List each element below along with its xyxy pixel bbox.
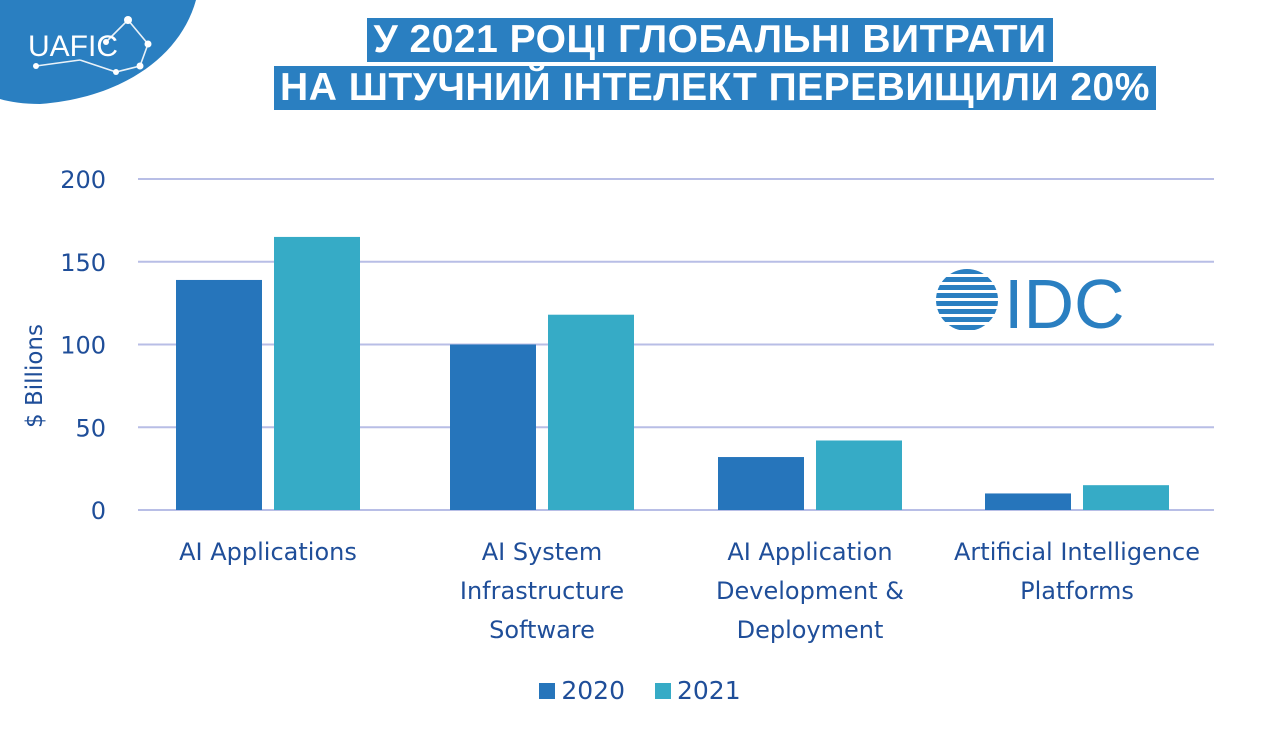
logo-text: UAFIC xyxy=(28,30,118,63)
bar-2021-2 xyxy=(816,440,902,510)
idc-logo: IDC xyxy=(934,265,1154,343)
bar-2021-0 xyxy=(274,236,360,511)
y-tick-label: 150 xyxy=(60,249,106,277)
idc-logo-text: IDC xyxy=(1004,266,1125,336)
legend-item-2021: 2021 xyxy=(655,676,741,705)
uafic-logo: UAFIC xyxy=(0,0,200,110)
bar-2021-3 xyxy=(1083,485,1169,510)
y-axis-label: $ Billions xyxy=(22,324,48,428)
headline: У 2021 РОЦІ ГЛОБАЛЬНІ ВИТРАТИ НА ШТУЧНИЙ… xyxy=(0,18,1280,110)
headline-line-2: НА ШТУЧНИЙ ІНТЕЛЕКТ ПЕРЕВИЩИЛИ 20% xyxy=(274,66,1156,110)
legend-label-2021: 2021 xyxy=(677,676,741,705)
headline-line-1: У 2021 РОЦІ ГЛОБАЛЬНІ ВИТРАТИ xyxy=(367,18,1053,62)
x-category-label: Artificial Intelligence Platforms xyxy=(954,538,1200,605)
bar-2020-2 xyxy=(718,457,804,510)
legend-swatch-2021 xyxy=(655,682,671,699)
bar-2020-0 xyxy=(176,279,262,510)
bar-2021-1 xyxy=(548,314,634,510)
chart-legend: 2020 2021 xyxy=(0,676,1280,705)
legend-label-2020: 2020 xyxy=(561,676,625,705)
bar-2020-1 xyxy=(450,344,536,510)
network-icon xyxy=(35,19,149,73)
globe-icon xyxy=(936,269,998,330)
bar-2020-3 xyxy=(985,493,1071,510)
y-tick-label: 100 xyxy=(60,332,106,360)
x-category-label: AI Applications xyxy=(179,538,357,566)
y-tick-label: 0 xyxy=(91,497,106,525)
legend-swatch-2020 xyxy=(539,682,556,699)
logo-background-shape xyxy=(0,0,196,104)
legend-item-2020: 2020 xyxy=(539,676,625,705)
y-tick-label: 200 xyxy=(60,166,106,194)
y-tick-label: 50 xyxy=(75,414,106,442)
x-category-label: AI System Infrastructure Software xyxy=(460,538,624,644)
x-category-label: AI Application Development & Deployment xyxy=(716,538,904,644)
